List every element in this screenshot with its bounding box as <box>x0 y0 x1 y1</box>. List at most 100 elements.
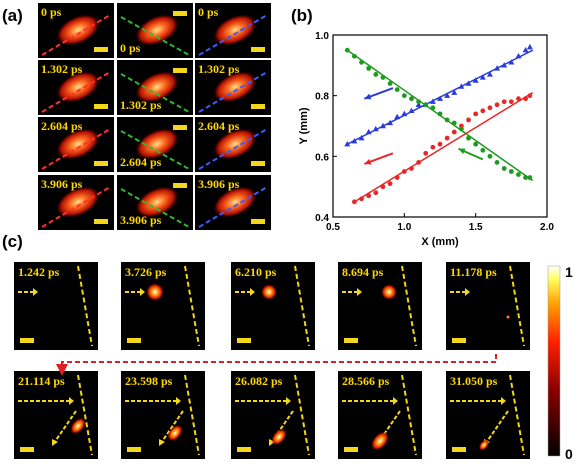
y-tick-label: 0.6 <box>315 152 329 163</box>
arrow-head <box>364 158 372 165</box>
panel-c-label: (c) <box>2 232 23 251</box>
data-point <box>459 126 464 132</box>
frame-a-r3-c2: 3.906 ps <box>195 175 271 230</box>
scale-bar <box>251 219 265 224</box>
x-tick-label: 2.0 <box>540 222 554 233</box>
time-label: 3.906 ps <box>41 177 83 191</box>
scale-bar <box>173 125 187 130</box>
frame-a-r0-c2: 0 ps <box>195 3 271 58</box>
data-point <box>437 111 443 117</box>
data-point <box>372 125 379 132</box>
data-point <box>466 135 471 141</box>
scale-bar <box>94 47 108 52</box>
scale-bar <box>94 104 108 109</box>
scale-bar <box>452 447 466 452</box>
x-tick-label: 0.5 <box>326 222 340 233</box>
data-point <box>523 175 528 180</box>
data-point <box>522 46 529 53</box>
scale-bar <box>237 338 251 343</box>
data-point <box>479 74 486 80</box>
frame-c-2: 6.210 ps <box>231 262 315 350</box>
data-point <box>379 122 386 129</box>
data-point <box>365 128 372 135</box>
data-point <box>466 117 471 123</box>
frame-c-1: 3.726 ps <box>121 262 205 350</box>
data-point <box>394 175 400 180</box>
data-point <box>359 59 364 65</box>
data-point <box>423 150 429 156</box>
data-point <box>516 96 521 102</box>
frame-c-6: 23.598 ps <box>121 371 205 459</box>
scale-bar <box>94 161 108 166</box>
data-point <box>480 108 486 114</box>
data-point <box>494 65 501 71</box>
y-tick-label: 0.8 <box>315 92 329 103</box>
data-point <box>473 111 479 117</box>
data-point <box>416 99 421 105</box>
data-point <box>409 96 414 102</box>
data-point <box>437 95 443 101</box>
scale-bar <box>94 219 108 224</box>
data-point <box>501 99 507 105</box>
data-point <box>501 166 507 171</box>
data-point <box>494 102 500 108</box>
scale-bar <box>251 47 265 52</box>
frame-c-7: 26.082 ps <box>231 371 315 459</box>
data-point <box>387 181 393 187</box>
frame-a-r3-c0: 3.906 ps <box>38 175 114 230</box>
arrow-head <box>458 148 466 155</box>
time-label: 2.604 ps <box>41 119 83 133</box>
data-point <box>527 175 533 180</box>
frame-c-0: 1.242 ps <box>14 262 98 350</box>
data-point <box>351 137 358 144</box>
scale-bar <box>20 447 34 452</box>
time-label: 31.050 ps <box>450 374 498 388</box>
frame-a-r2-c1: 2.604 ps <box>117 117 193 172</box>
frame-c-8: 28.566 ps <box>338 371 422 459</box>
frame-c-9: 31.050 ps <box>446 371 530 459</box>
time-label: 1.302 ps <box>198 62 240 76</box>
data-point <box>508 59 515 65</box>
data-point <box>515 53 522 59</box>
data-point <box>480 147 486 153</box>
arrow-head <box>364 93 372 100</box>
time-label: 0 ps <box>198 5 219 19</box>
x-tick-label: 1.5 <box>469 222 483 233</box>
data-point <box>487 105 493 111</box>
data-point <box>401 169 407 174</box>
time-label: 21.114 ps <box>18 374 65 388</box>
data-point <box>408 107 415 114</box>
data-point <box>473 141 479 147</box>
scale-bar <box>173 11 187 16</box>
time-label: 26.082 ps <box>235 374 283 388</box>
data-point <box>359 196 364 202</box>
time-label: 2.604 ps <box>198 119 240 133</box>
data-point <box>444 117 450 123</box>
scale-bar <box>127 338 141 343</box>
data-point <box>458 83 465 89</box>
time-label: 3.906 ps <box>198 177 240 191</box>
data-point <box>451 129 457 135</box>
data-point <box>501 62 508 68</box>
data-point <box>429 98 436 104</box>
data-point <box>526 43 533 50</box>
data-point <box>394 87 400 92</box>
scale-bar <box>452 338 466 343</box>
frame-a-r2-c2: 2.604 ps <box>195 117 271 172</box>
frame-a-r0-c1: 0 ps <box>117 3 193 58</box>
panel-a-label: (a) <box>2 6 23 25</box>
data-point <box>380 75 386 80</box>
scale-bar <box>127 447 141 452</box>
time-label: 8.694 ps <box>342 265 384 279</box>
scale-bar <box>251 104 265 109</box>
data-point <box>409 166 414 171</box>
data-point <box>373 190 379 196</box>
time-label: 1.242 ps <box>18 265 60 279</box>
time-label: 28.566 ps <box>342 374 390 388</box>
frame-a-r1-c2: 1.302 ps <box>195 60 271 115</box>
time-label: 2.604 ps <box>120 155 162 169</box>
scale-bar <box>251 161 265 166</box>
